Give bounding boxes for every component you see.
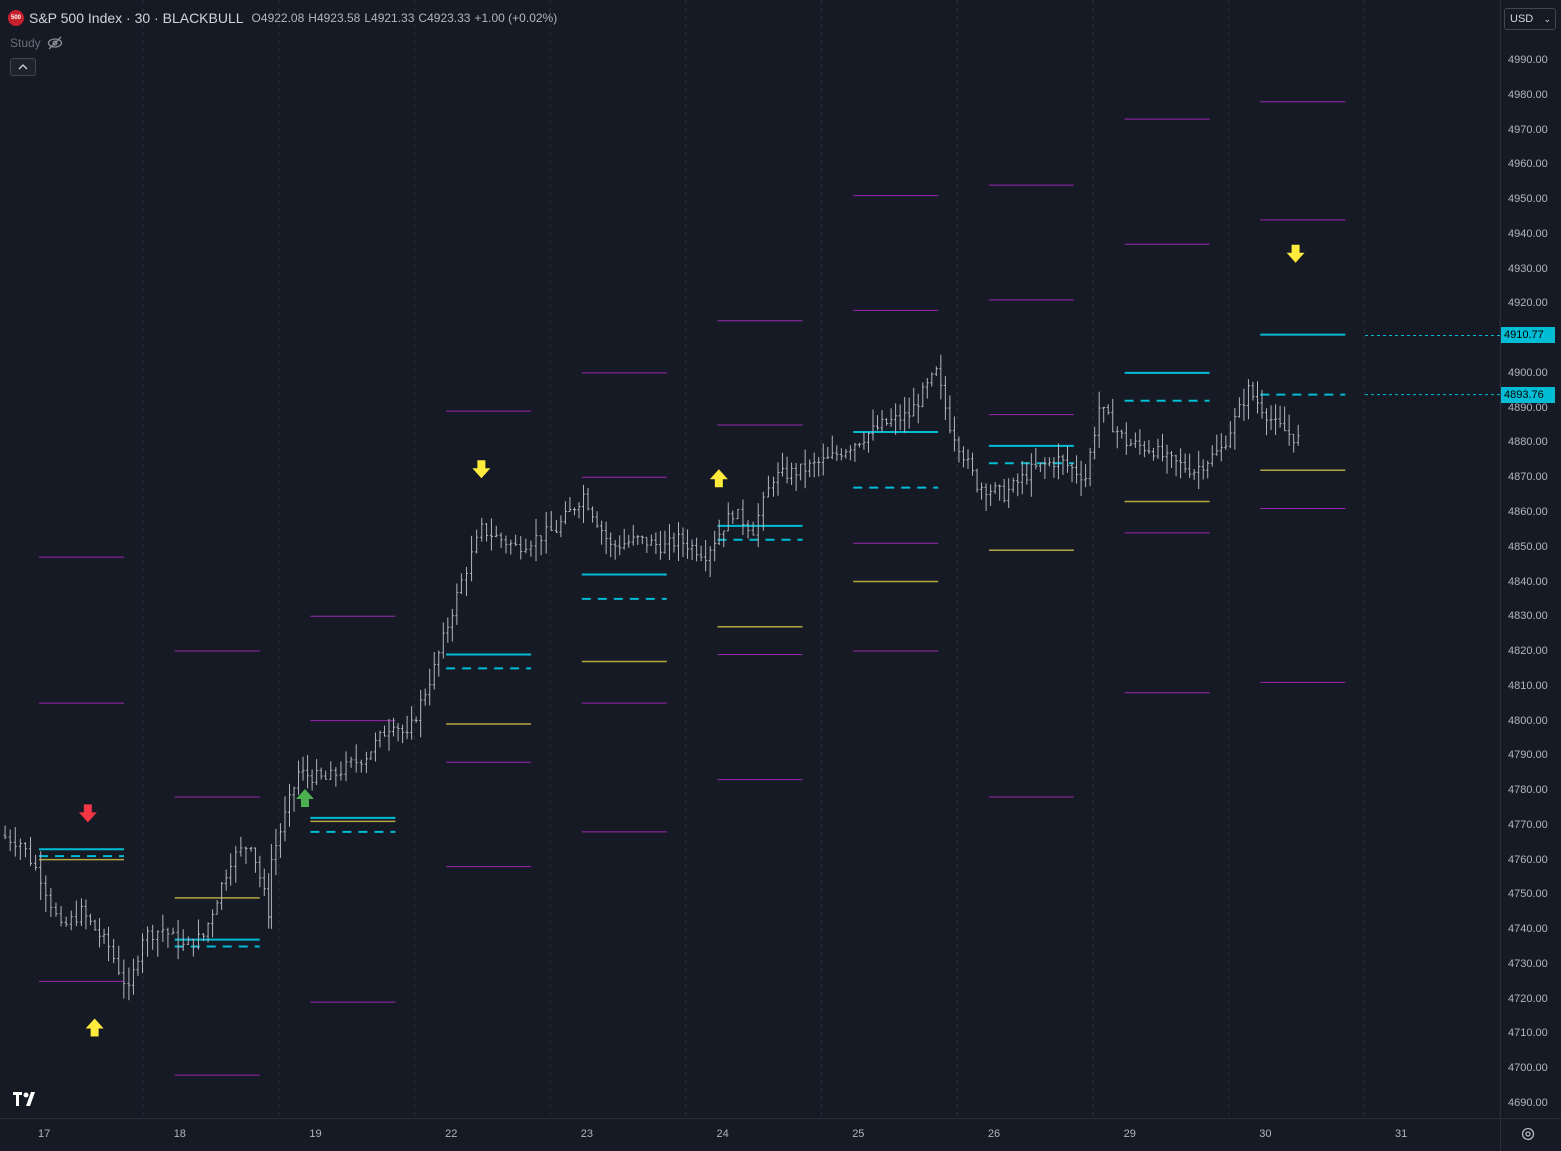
eye-crossed-icon[interactable] xyxy=(47,36,63,50)
price-tick-label: 4890.00 xyxy=(1508,401,1548,414)
time-tick-label: 24 xyxy=(716,1128,729,1140)
currency-button[interactable]: USD ⌄ xyxy=(1504,8,1556,30)
open-key: O xyxy=(251,11,261,25)
time-tick-label: 22 xyxy=(445,1128,458,1140)
price-tick-label: 4860.00 xyxy=(1508,505,1548,518)
study-indicator-row[interactable]: Study xyxy=(10,36,63,50)
time-tick-label: 30 xyxy=(1259,1128,1272,1140)
price-tick-label: 4740.00 xyxy=(1508,923,1548,936)
chart-pane[interactable] xyxy=(0,0,1500,1118)
price-tick-label: 4780.00 xyxy=(1508,784,1548,797)
price-tick-label: 4750.00 xyxy=(1508,888,1548,901)
symbol-logo[interactable]: 500 xyxy=(8,10,24,26)
price-tick-label: 4900.00 xyxy=(1508,366,1548,379)
price-tick-label: 4770.00 xyxy=(1508,818,1548,831)
price-tick-label: 4690.00 xyxy=(1508,1097,1548,1109)
collapse-legend-button[interactable] xyxy=(10,58,36,76)
price-tick-label: 4810.00 xyxy=(1508,679,1548,692)
price-level-label: 4893.76 xyxy=(1501,386,1555,403)
price-tick-label: 4830.00 xyxy=(1508,610,1548,623)
settings-gear-icon[interactable] xyxy=(1520,1126,1536,1142)
chevron-up-icon xyxy=(18,64,28,70)
price-tick-label: 4840.00 xyxy=(1508,575,1548,588)
high-value: 4923.58 xyxy=(316,11,361,25)
price-tick-label: 4710.00 xyxy=(1508,1027,1548,1040)
time-tick-label: 29 xyxy=(1123,1128,1136,1140)
high-key: H xyxy=(308,11,317,25)
time-tick-label: 26 xyxy=(987,1128,1001,1140)
chevron-down-icon: ⌄ xyxy=(1543,14,1551,24)
symbol-legend: 500 S&P 500 Index · 30 · BLACKBULL O 4922… xyxy=(8,10,557,26)
time-tick-label: 25 xyxy=(852,1128,865,1140)
price-tick-label: 4950.00 xyxy=(1508,193,1548,206)
price-tick-label: 4790.00 xyxy=(1508,749,1548,762)
price-tick-label: 4870.00 xyxy=(1508,471,1548,484)
price-tick-label: 4820.00 xyxy=(1508,645,1548,658)
time-tick-label: 23 xyxy=(580,1128,594,1140)
price-tick-label: 4960.00 xyxy=(1508,158,1548,171)
chart-canvas[interactable] xyxy=(0,0,1500,1118)
time-tick-label: 17 xyxy=(38,1128,51,1140)
price-tick-label: 4720.00 xyxy=(1508,992,1548,1005)
signal-down-arrow-icon xyxy=(78,804,97,823)
signal-up-arrow-icon xyxy=(709,469,728,488)
price-tick-label: 4970.00 xyxy=(1508,123,1548,136)
price-tick-label: 4730.00 xyxy=(1508,957,1548,970)
time-tick-label: 19 xyxy=(309,1128,322,1140)
price-tick-label: 4930.00 xyxy=(1508,262,1548,275)
low-value: 4921.33 xyxy=(371,11,415,25)
price-axis[interactable]: 4990.00 4980.00 4970.00 4960.00 4950.00 4940.… xyxy=(1500,0,1561,1118)
symbol-title[interactable]: S&P 500 Index · 30 · BLACKBULL xyxy=(29,10,244,26)
time-axis[interactable]: 17 18 19 22 23 24 25 26 29 30 31 xyxy=(0,1118,1500,1151)
price-tick-label: 4700.00 xyxy=(1508,1062,1548,1075)
close-value: 4923.33 xyxy=(427,11,471,25)
close-key: C xyxy=(418,11,428,25)
price-level-label: 4910.77 xyxy=(1501,327,1555,344)
change-value: +1.00 (+0.02%) xyxy=(474,11,558,25)
price-tick-label: 4760.00 xyxy=(1508,853,1548,866)
price-tick-label: 4800.00 xyxy=(1508,714,1548,727)
price-tick-label: 4990.00 xyxy=(1508,54,1548,66)
open-value: 4922.08 xyxy=(260,11,305,25)
price-tick-label: 4880.00 xyxy=(1508,436,1548,449)
tradingview-logo-icon[interactable] xyxy=(12,1090,44,1108)
currency-label: USD xyxy=(1510,13,1534,25)
axis-corner xyxy=(1500,1118,1561,1151)
signal-up-arrow-icon xyxy=(85,1018,104,1037)
price-tick-label: 4940.00 xyxy=(1508,227,1548,240)
time-tick-label: 31 xyxy=(1395,1128,1408,1140)
signal-up-arrow-icon xyxy=(295,789,314,808)
study-label: Study xyxy=(10,36,41,50)
price-tick-label: 4980.00 xyxy=(1508,88,1548,101)
price-tick-label: 4850.00 xyxy=(1508,540,1548,553)
time-tick-label: 18 xyxy=(173,1128,186,1140)
signal-down-arrow-icon xyxy=(1286,244,1305,263)
low-key: L xyxy=(364,11,372,25)
price-tick-label: 4920.00 xyxy=(1508,297,1548,310)
signal-down-arrow-icon xyxy=(472,460,491,479)
